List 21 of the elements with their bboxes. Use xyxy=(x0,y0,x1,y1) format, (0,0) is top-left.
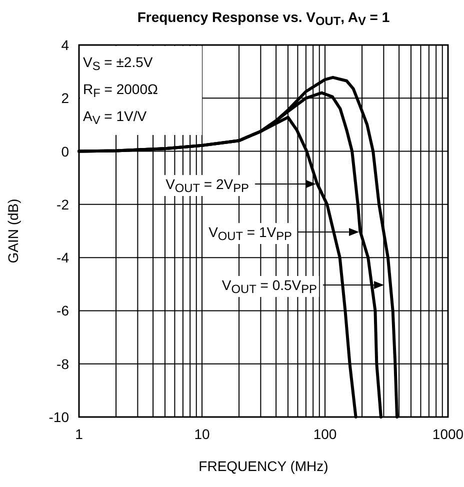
y-tick-label: 0 xyxy=(61,143,70,160)
y-tick-label: -6 xyxy=(56,302,70,319)
y-tick-label: -2 xyxy=(56,196,70,212)
x-tick-label: 1 xyxy=(75,426,84,442)
y-tick-label: -10 xyxy=(48,409,70,425)
annotation: V$_{OUT}$ = 1V$_{PP}$ xyxy=(208,224,292,243)
y-tick-label: -8 xyxy=(56,356,70,372)
y-tick-label: 2 xyxy=(61,90,70,106)
x-tick-label: 10 xyxy=(194,426,210,442)
y-tick-label: 4 xyxy=(61,37,70,53)
chart-title: Frequency Response vs. V$_{OUT}$, A$_{V}$ = 1 xyxy=(137,9,390,28)
y-axis-title: GAIN (dB) xyxy=(5,198,21,264)
x-tick-label: 1000 xyxy=(432,426,464,442)
x-axis-title: FREQUENCY (MHz) xyxy=(198,458,328,474)
annotation: V$_{S}$ = ±2.5V xyxy=(83,54,154,73)
annotation: V$_{OUT}$ = 0.5V$_{PP}$ xyxy=(222,277,318,296)
y-tick-label: -4 xyxy=(56,250,70,266)
x-tick-label: 100 xyxy=(313,426,337,442)
annotation: V$_{OUT}$ = 2V$_{PP}$ xyxy=(166,176,250,195)
annotation: A$_{V}$ = 1V/V xyxy=(83,108,148,127)
annotation: R$_{F}$ = 2000Ω xyxy=(83,81,158,100)
